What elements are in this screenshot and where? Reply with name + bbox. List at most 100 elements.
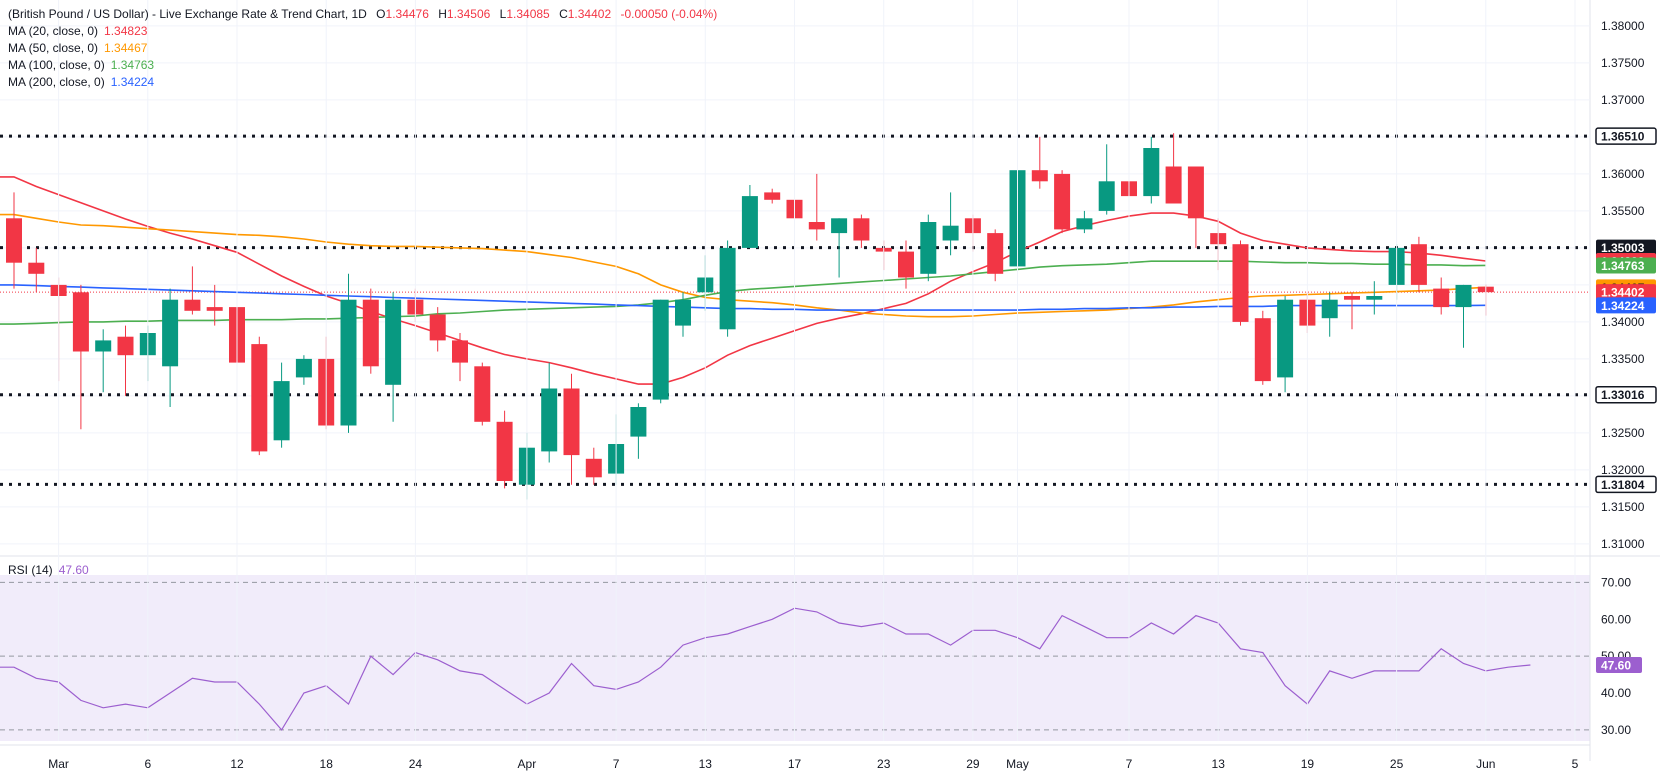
price-tick-label: 1.31500 xyxy=(1601,500,1645,514)
price-axis-label: 1.31804 xyxy=(1595,475,1657,494)
candle-body xyxy=(362,299,379,367)
candle-body xyxy=(1366,296,1383,300)
change-value: -0.00050 (-0.04%) xyxy=(620,7,718,21)
time-tick-label: 23 xyxy=(877,757,891,771)
price-axis-label-text: 1.35003 xyxy=(1601,241,1645,255)
candle xyxy=(385,292,402,422)
price-axis-label-text: 1.34763 xyxy=(1601,259,1645,273)
low-value: 1.34085 xyxy=(506,7,550,21)
rsi-tick-label: 40.00 xyxy=(1601,686,1631,700)
candle-body xyxy=(831,218,848,234)
candle xyxy=(28,247,45,293)
ma20-value: 1.34823 xyxy=(104,24,148,38)
price-axis-label-bg xyxy=(1596,239,1656,256)
rsi-label: RSI (14) xyxy=(8,563,53,577)
price-axis-label-bg xyxy=(1595,475,1657,494)
candle xyxy=(295,355,312,385)
candle-body xyxy=(429,314,446,341)
rsi-axis-label: 47.60 xyxy=(1596,657,1642,674)
chart-legend: (British Pound / US Dollar) - Live Excha… xyxy=(8,6,717,91)
candle-body xyxy=(184,299,201,311)
candle xyxy=(541,362,558,463)
ma50-label: MA (50, close, 0) xyxy=(8,41,99,55)
candle-body xyxy=(585,458,602,478)
price-axis-label-bg xyxy=(1595,385,1657,404)
time-tick-label: 18 xyxy=(320,757,334,771)
candle xyxy=(920,214,937,282)
time-tick-label: 5 xyxy=(1572,757,1579,771)
candle-body xyxy=(496,421,513,481)
candle-body xyxy=(719,247,736,330)
candle-body xyxy=(1076,218,1093,230)
price-axis-label-bg xyxy=(1596,257,1656,274)
price-tick-label: 1.31000 xyxy=(1601,537,1645,551)
candle-body xyxy=(563,388,580,456)
candle xyxy=(1321,292,1338,337)
candle-body xyxy=(1143,148,1160,197)
candle xyxy=(362,288,379,374)
low-label: L xyxy=(499,7,507,21)
candle xyxy=(6,192,22,289)
close-value: 1.34402 xyxy=(567,7,612,21)
candle-body xyxy=(273,381,290,441)
price-axis-label-text: 1.34402 xyxy=(1601,286,1645,300)
candle xyxy=(1165,133,1182,204)
candle xyxy=(987,229,1004,282)
candle xyxy=(585,447,602,485)
candle-body xyxy=(340,299,357,426)
candle xyxy=(942,192,959,256)
price-axis-label: 1.36510 xyxy=(1595,127,1657,145)
price-axis-label-bg xyxy=(1595,127,1657,145)
candle-body xyxy=(1031,170,1048,182)
time-tick-label: 24 xyxy=(409,757,423,771)
ma50-legend[interactable]: MA (50, close, 0) 1.34467 xyxy=(8,40,717,57)
candle-body xyxy=(295,358,312,378)
candle-body xyxy=(117,336,134,356)
candle xyxy=(1366,281,1383,315)
time-tick-label: 19 xyxy=(1301,757,1315,771)
candle-body xyxy=(808,222,825,230)
price-axis-label-bg xyxy=(1596,284,1656,301)
chart-title: (British Pound / US Dollar) - Live Excha… xyxy=(8,7,367,21)
time-tick-label: Jun xyxy=(1476,757,1495,771)
ma100-value: 1.34763 xyxy=(110,58,155,72)
candle xyxy=(652,299,669,404)
ma200-value: 1.34224 xyxy=(110,75,155,89)
time-tick-label: May xyxy=(1006,757,1029,771)
candle xyxy=(853,214,870,248)
rsi-line xyxy=(0,607,1531,731)
candle xyxy=(273,362,290,448)
candle xyxy=(719,240,736,337)
rsi-legend[interactable]: RSI (14) 47.60 xyxy=(8,563,89,577)
time-tick-label: 13 xyxy=(699,757,713,771)
candle-body xyxy=(741,196,758,248)
candle xyxy=(1054,170,1071,234)
price-axis-label-text: 1.34224 xyxy=(1601,299,1645,313)
candle-body xyxy=(987,233,1004,274)
ma100-legend[interactable]: MA (100, close, 0) 1.34763 xyxy=(8,57,717,74)
price-tick-label: 1.37000 xyxy=(1601,93,1645,107)
price-tick-label: 1.35500 xyxy=(1601,204,1645,218)
candle xyxy=(162,288,179,407)
high-value: 1.34506 xyxy=(446,7,491,21)
candle-body xyxy=(541,388,558,452)
candle xyxy=(251,336,268,456)
candle-body xyxy=(853,218,870,241)
candle xyxy=(1344,292,1360,330)
candle-body xyxy=(1344,296,1360,300)
ma200-legend[interactable]: MA (200, close, 0) 1.34224 xyxy=(8,74,717,91)
high-label: H xyxy=(438,7,447,21)
open-label: O xyxy=(376,7,386,21)
candle-body xyxy=(1165,166,1182,204)
candle-body xyxy=(1232,244,1249,322)
candle xyxy=(452,333,468,382)
candle xyxy=(1187,166,1204,248)
candle-body xyxy=(1187,166,1204,219)
open-value: 1.34476 xyxy=(385,7,429,21)
ma20-legend[interactable]: MA (20, close, 0) 1.34823 xyxy=(8,23,717,40)
candle-body xyxy=(1054,173,1071,230)
time-tick-label: 7 xyxy=(1126,757,1133,771)
ma50-value: 1.34467 xyxy=(104,41,148,55)
candle xyxy=(831,218,848,278)
candle-body xyxy=(251,344,268,452)
